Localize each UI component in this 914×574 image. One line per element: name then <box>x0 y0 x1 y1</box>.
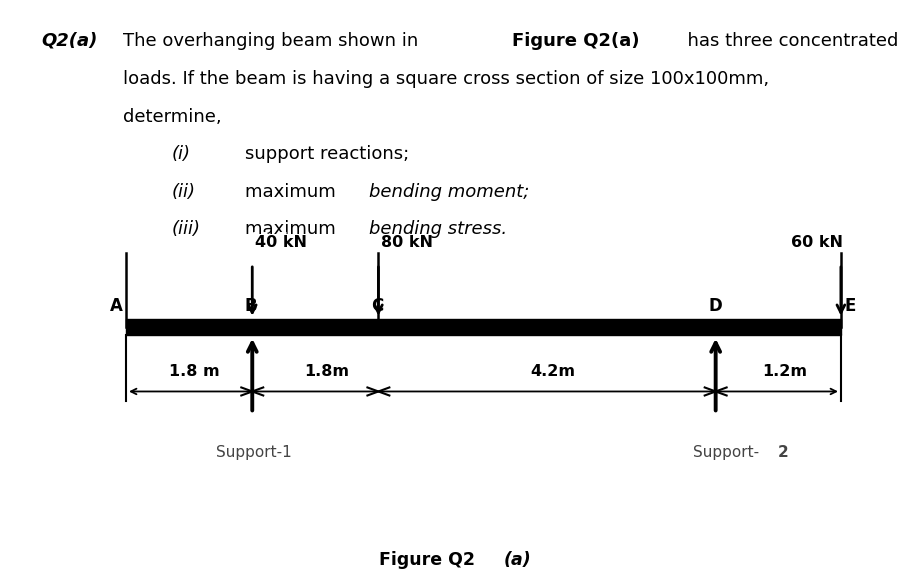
Text: bending stress.: bending stress. <box>369 220 507 238</box>
Text: E: E <box>845 297 856 315</box>
Text: (iii): (iii) <box>172 220 201 238</box>
Text: 40 kN: 40 kN <box>255 235 307 250</box>
Text: has three concentrated: has three concentrated <box>676 32 898 49</box>
Text: The overhanging beam shown in: The overhanging beam shown in <box>123 32 424 49</box>
Text: Support-1: Support-1 <box>216 445 292 460</box>
Text: maximum: maximum <box>245 220 342 238</box>
Text: Support-: Support- <box>693 445 759 460</box>
Text: Figure Q2(a): Figure Q2(a) <box>512 32 639 49</box>
Text: D: D <box>708 297 722 315</box>
Text: support reactions;: support reactions; <box>245 145 409 163</box>
Text: maximum: maximum <box>245 183 342 200</box>
Text: 11.5: 11.5 <box>250 232 289 247</box>
Text: (i): (i) <box>172 145 191 163</box>
Text: Q2(a): Q2(a) <box>41 32 98 49</box>
Text: determine,: determine, <box>123 108 222 126</box>
Text: (ii): (ii) <box>172 183 196 200</box>
Text: bending moment;: bending moment; <box>369 183 530 200</box>
Text: 80 kN: 80 kN <box>381 235 433 250</box>
Text: loads. If the beam is having a square cross section of size 100x100mm,: loads. If the beam is having a square cr… <box>123 70 770 88</box>
Text: A: A <box>110 297 122 315</box>
Bar <box>126 319 841 335</box>
Text: 1.8m: 1.8m <box>304 364 349 379</box>
Text: B: B <box>245 297 258 315</box>
Text: C: C <box>371 297 383 315</box>
Text: 2: 2 <box>778 445 789 460</box>
Text: 60 kN: 60 kN <box>791 235 843 250</box>
Text: 4.2m: 4.2m <box>530 364 576 379</box>
Text: 1.8 m: 1.8 m <box>169 364 219 379</box>
Text: Figure Q2: Figure Q2 <box>379 551 475 569</box>
Text: (a): (a) <box>504 551 531 569</box>
Text: 1.2m: 1.2m <box>762 364 807 379</box>
